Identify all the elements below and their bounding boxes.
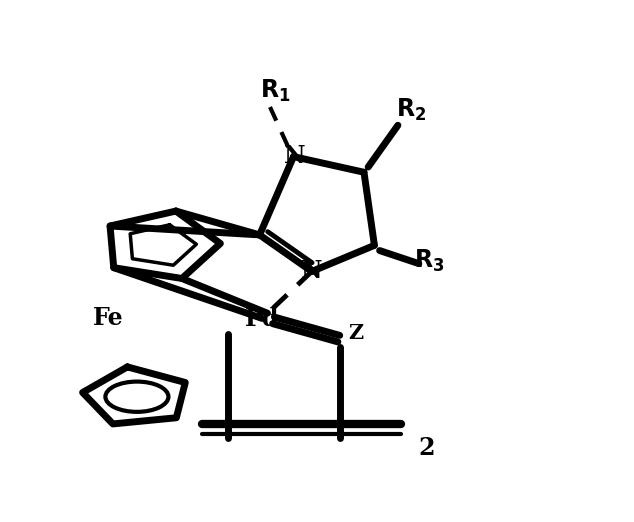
Text: N: N (284, 144, 306, 168)
Text: Pd: Pd (245, 307, 280, 331)
Text: $\mathbf{R_3}$: $\mathbf{R_3}$ (414, 248, 444, 274)
Text: $\mathbf{R_2}$: $\mathbf{R_2}$ (396, 97, 426, 123)
Text: 2: 2 (418, 436, 435, 460)
Text: $\mathbf{R_1}$: $\mathbf{R_1}$ (260, 78, 290, 104)
Text: Fe: Fe (93, 306, 124, 330)
Text: Z: Z (349, 323, 364, 343)
Text: N: N (301, 259, 323, 283)
